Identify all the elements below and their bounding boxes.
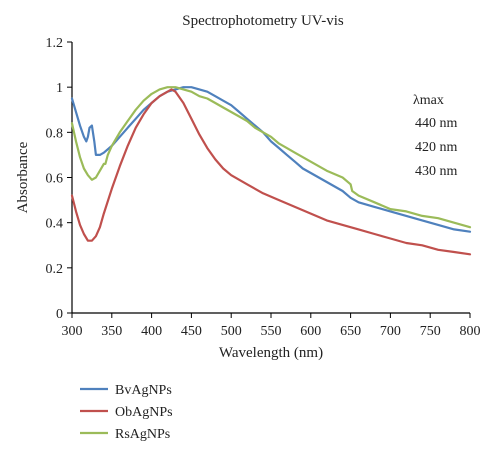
x-tick-label: 750: [420, 324, 441, 339]
y-tick-label: 0.6: [46, 172, 64, 187]
x-tick-label: 650: [340, 324, 361, 339]
lambda-max-value: 440 nm: [415, 116, 458, 131]
y-tick-label: 0.2: [46, 262, 64, 277]
series-line-obagnps: [70, 88, 472, 256]
x-axis-ticks: 300 350 400 450 500 550 600 650 700 750 800: [62, 313, 481, 339]
x-axis-label: Wavelength (nm): [219, 345, 323, 361]
x-tick-label: 300: [62, 324, 83, 339]
lambda-max-annotation: λmax 440 nm 420 nm 430 nm: [413, 93, 458, 179]
x-tick-label: 450: [181, 324, 202, 339]
x-tick-label: 400: [141, 324, 162, 339]
chart-axes: [71, 42, 470, 314]
legend-label: RsAgNPs: [115, 427, 170, 442]
x-tick-label: 350: [101, 324, 122, 339]
series-line-bvagnps: [70, 86, 472, 233]
y-tick-label: 0.8: [46, 126, 64, 141]
x-tick-label: 700: [380, 324, 401, 339]
legend-label: BvAgNPs: [115, 383, 172, 398]
y-axis-ticks: 0 0.2 0.4 0.6 0.8 1 1.2: [46, 36, 72, 322]
lambda-max-value: 420 nm: [415, 140, 458, 155]
series-layer: [70, 86, 472, 256]
legend-label: ObAgNPs: [115, 405, 173, 420]
y-tick-label: 1: [56, 81, 63, 96]
series-line-rsagnps: [70, 86, 472, 229]
x-tick-label: 500: [221, 324, 242, 339]
x-tick-label: 550: [261, 324, 282, 339]
legend: BvAgNPs ObAgNPs RsAgNPs: [80, 383, 173, 442]
lambda-max-value: 430 nm: [415, 164, 458, 179]
x-tick-label: 800: [460, 324, 481, 339]
y-axis-label: Absorbance: [15, 141, 31, 213]
y-tick-label: 1.2: [46, 36, 64, 51]
x-tick-label: 600: [300, 324, 321, 339]
chart-title: Spectrophotometry UV-vis: [182, 13, 344, 29]
y-tick-label: 0.4: [46, 217, 64, 232]
y-tick-label: 0: [56, 307, 63, 322]
lambda-max-header: λmax: [413, 93, 444, 108]
